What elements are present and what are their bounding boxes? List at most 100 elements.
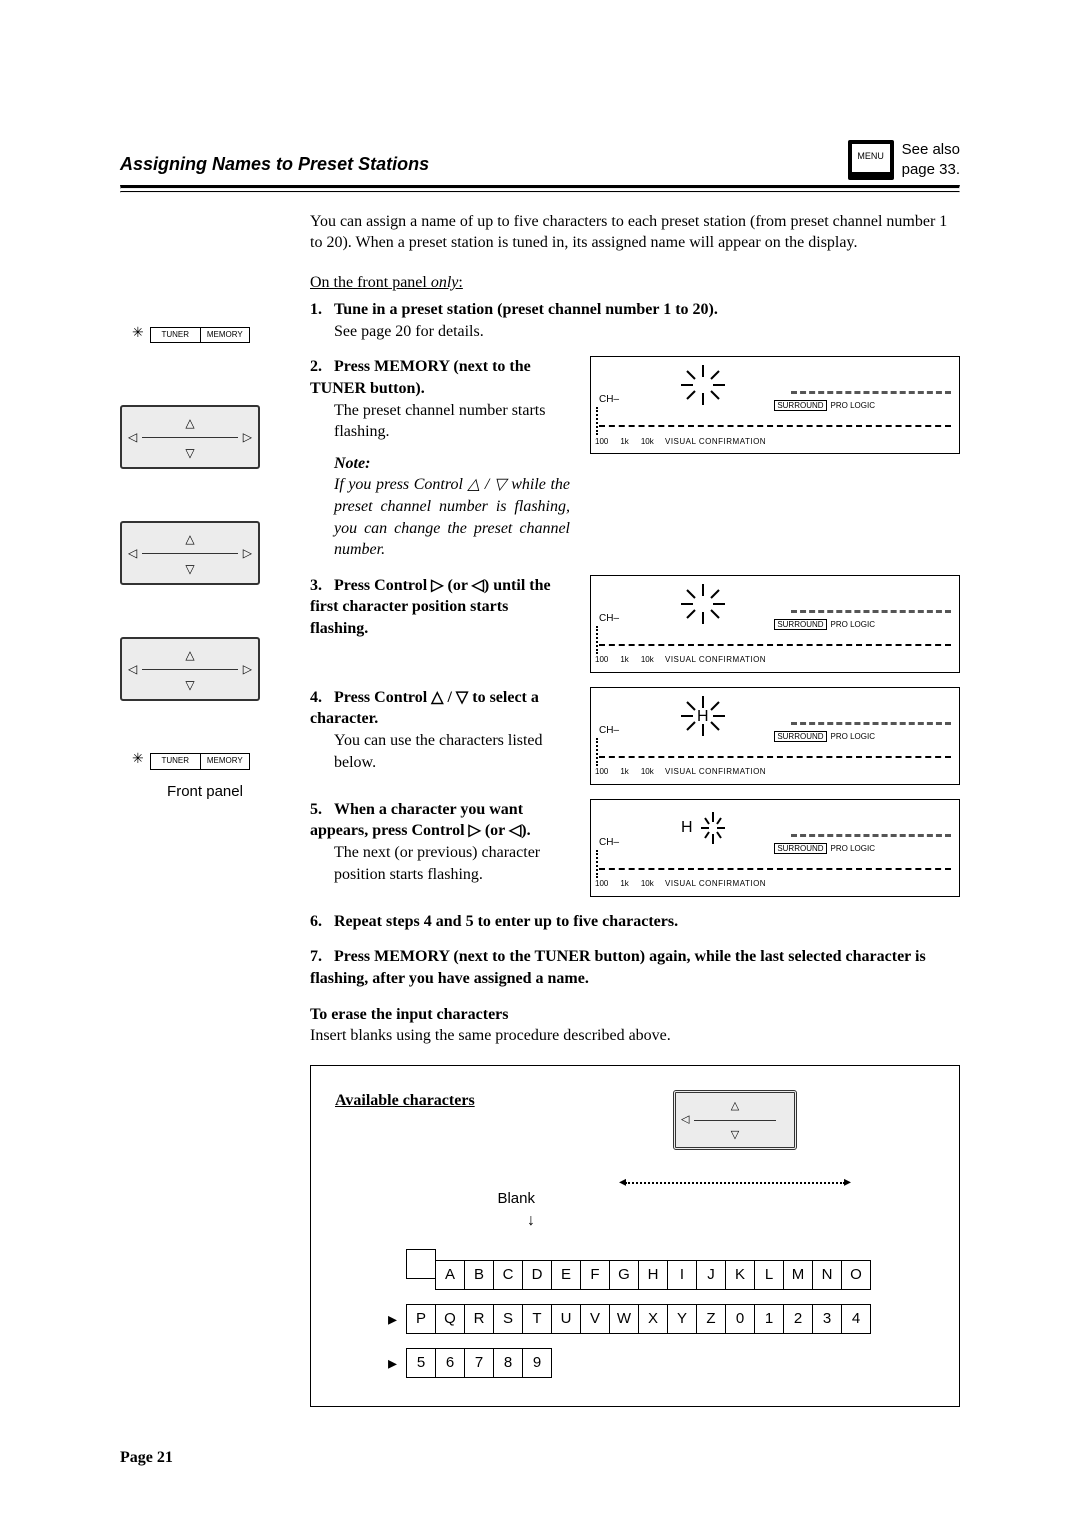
char-cell: K <box>725 1260 755 1290</box>
arrow-right-icon: ▸ <box>388 1307 403 1331</box>
char-cell: E <box>551 1260 581 1290</box>
display-surround-label: SURROUNDPRO LOGIC <box>774 401 875 412</box>
char-cell: 3 <box>812 1304 842 1334</box>
step-7: 7. Press MEMORY (next to the TUNER butto… <box>310 946 960 989</box>
tri-down-icon: ▽ <box>185 445 194 461</box>
direction-pad-diagram-1: △ ▽ ◁ ▷ <box>120 405 260 469</box>
flash-burst-icon: H <box>675 694 731 738</box>
display-diagram-1: CH– SURROUNDPRO LOGIC 100 1k 10k VISUAL … <box>590 356 960 454</box>
tri-left-icon: ◁ <box>681 1112 689 1127</box>
char-cell: J <box>696 1260 726 1290</box>
char-cell: 0 <box>725 1304 755 1334</box>
step-2-body: The preset channel number starts flashin… <box>310 400 570 443</box>
mini-direction-pad: △ ▽ ◁ <box>673 1090 797 1150</box>
step-3-head: Press Control ▷ (or ◁) until the first c… <box>310 577 551 637</box>
tri-right-icon: ▷ <box>243 661 252 677</box>
flash-burst-icon: H <box>675 806 731 850</box>
display-top-dashes <box>791 391 951 394</box>
step-5: 5. When a character you want appears, pr… <box>310 799 960 897</box>
available-characters-box: Available characters Blank ↓ △ ▽ ◁ ◂ <box>310 1065 960 1408</box>
char-cell: 9 <box>522 1348 552 1378</box>
flash-burst-icon <box>675 582 731 626</box>
display-ch-label: CH– <box>599 393 619 407</box>
svg-text:H: H <box>681 819 693 836</box>
memory-btn-label: MEMORY <box>201 754 250 769</box>
step-7-head: Press MEMORY (next to the TUNER button) … <box>310 948 926 987</box>
display-diagram-3: H CH– SURROUNDPRO LOGIC 100 1k 10k VISUA… <box>590 687 960 785</box>
tuner-btn-label: TUNER <box>151 328 201 343</box>
tri-right-icon: ▷ <box>243 545 252 561</box>
page-header: Assigning Names to Preset Stations See a… <box>120 140 960 181</box>
display-dashes <box>599 425 951 427</box>
arrow-down-icon: ↓ <box>335 1210 535 1232</box>
char-cell: V <box>580 1304 610 1334</box>
tri-left-icon: ◁ <box>128 545 137 561</box>
step-4: 4. Press Control △ / ▽ to select a chara… <box>310 687 960 785</box>
display-left-dots <box>596 407 598 435</box>
erase-body: Insert blanks using the same procedure d… <box>310 1025 960 1047</box>
tuner-btn-label: TUNER <box>151 754 201 769</box>
erase-heading: To erase the input characters <box>310 1004 960 1026</box>
arrow-right-icon: ▸ <box>388 1351 403 1375</box>
tri-left-icon: ◁ <box>128 661 137 677</box>
display-diagram-4: H CH– SURROUNDPRO LOGIC 100 1k 10k VISUA… <box>590 799 960 897</box>
display-ticks: 100 1k 10k <box>595 437 654 448</box>
step-4-head: Press Control △ / ▽ to select a characte… <box>310 689 539 728</box>
see-also-line2: page 33. <box>902 160 960 180</box>
double-arrow: ◂ ▸ <box>625 1178 845 1188</box>
page-number: Page 21 <box>120 1447 960 1469</box>
char-cell: D <box>522 1260 552 1290</box>
front-panel-only-label: On the front panel only: <box>310 272 960 294</box>
step-6: 6. Repeat steps 4 and 5 to enter up to f… <box>310 911 960 933</box>
char-cell: B <box>464 1260 494 1290</box>
char-cell: L <box>754 1260 784 1290</box>
char-cell: X <box>638 1304 668 1334</box>
tri-up-icon: △ <box>185 647 194 663</box>
spark-icon: ✳ <box>132 325 144 344</box>
see-also-line1: See also <box>902 140 960 160</box>
step-2: 2. Press MEMORY (next to the TUNER butto… <box>310 356 960 560</box>
char-cell: 2 <box>783 1304 813 1334</box>
display-visual-label: VISUAL CONFIRMATION <box>665 437 766 448</box>
step-2-note-head: Note: <box>310 453 570 475</box>
char-cell: S <box>493 1304 523 1334</box>
char-cell: G <box>609 1260 639 1290</box>
tri-up-icon: △ <box>185 415 194 431</box>
char-cell: Q <box>435 1304 465 1334</box>
header-rule-thin <box>120 191 960 193</box>
arrow-left-icon: ◂ <box>619 1174 626 1193</box>
char-cell: 7 <box>464 1348 494 1378</box>
char-cell: T <box>522 1304 552 1334</box>
header-rule-thick <box>120 185 960 189</box>
tri-down-icon: ▽ <box>731 1128 739 1143</box>
spark-icon: ✳ <box>132 751 144 770</box>
tri-down-icon: ▽ <box>185 677 194 693</box>
tri-left-icon: ◁ <box>128 429 137 445</box>
step-1: 1. Tune in a preset station (preset chan… <box>310 299 960 342</box>
char-row-1: ABCDEFGHIJKLMNO <box>335 1249 935 1290</box>
step-4-body: You can use the characters listed below. <box>310 730 570 773</box>
char-row-3: ▸ 56789 <box>335 1348 935 1378</box>
flash-burst-icon <box>675 363 731 407</box>
step-5-body: The next (or previous) character positio… <box>310 842 570 885</box>
display-diagram-2: CH– SURROUNDPRO LOGIC 100 1k 10k VISUAL … <box>590 575 960 673</box>
direction-pad-diagram-3: △ ▽ ◁ ▷ <box>120 637 260 701</box>
char-cell: A <box>435 1260 465 1290</box>
section-title: Assigning Names to Preset Stations <box>120 152 429 180</box>
tri-right-icon: ▷ <box>243 429 252 445</box>
tri-up-icon: △ <box>731 1099 739 1114</box>
step-3: 3. Press Control ▷ (or ◁) until the firs… <box>310 575 960 673</box>
intro-paragraph: You can assign a name of up to five char… <box>310 211 960 254</box>
char-cell <box>406 1249 436 1279</box>
step-5-head: When a character you want appears, press… <box>310 801 531 840</box>
char-cell: Y <box>667 1304 697 1334</box>
char-cell: 6 <box>435 1348 465 1378</box>
char-cell: M <box>783 1260 813 1290</box>
char-cell: N <box>812 1260 842 1290</box>
see-also: See also page 33. <box>848 140 960 181</box>
step-1-head: Tune in a preset station (preset channel… <box>334 301 718 318</box>
char-row-2: ▸ PQRSTUVWXYZ01234 <box>335 1304 935 1334</box>
character-grid: ABCDEFGHIJKLMNO ▸ PQRSTUVWXYZ01234 ▸ 567… <box>335 1249 935 1378</box>
left-column: ✳ TUNER MEMORY △ ▽ ◁ ▷ △ ▽ ◁ ▷ △ ▽ ◁ ▷ <box>120 211 290 1408</box>
char-cell: C <box>493 1260 523 1290</box>
